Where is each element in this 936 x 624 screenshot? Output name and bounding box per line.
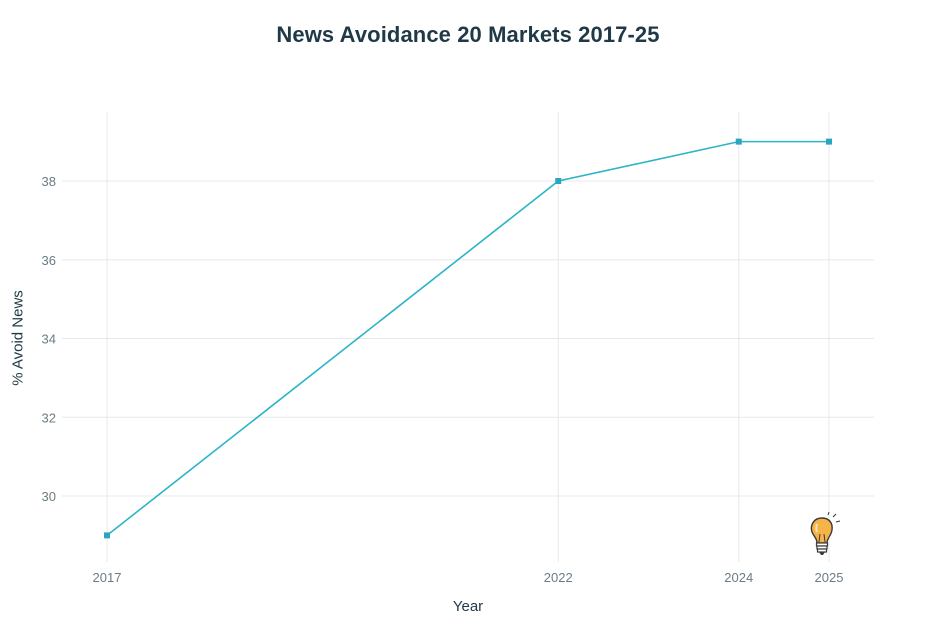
y-tick-label: 34 [42,332,56,347]
y-tick-label: 36 [42,253,56,268]
tick-layer: 30 32 34 36 38 2017 2022 2024 2025 [42,174,844,585]
series-line [106,140,829,537]
chart-title: News Avoidance 20 Markets 2017-25 [276,22,660,47]
grid-layer [62,112,874,562]
x-axis-title: Year [452,598,484,615]
x-tick-label: 2022 [544,570,573,585]
y-tick-label: 32 [42,410,56,425]
data-point [735,138,742,145]
y-axis-title: % Avoid News [9,290,27,386]
data-point [555,178,562,184]
x-tick-label: 2017 [93,570,122,585]
x-tick-label: 2024 [724,570,753,585]
x-tick-label: 2025 [815,570,844,585]
y-tick-label: 30 [42,489,56,504]
y-tick-label: 38 [42,174,56,189]
data-point [104,532,110,539]
data-point [826,138,832,145]
lightbulb-icon [804,511,844,558]
series-layer [104,138,832,539]
